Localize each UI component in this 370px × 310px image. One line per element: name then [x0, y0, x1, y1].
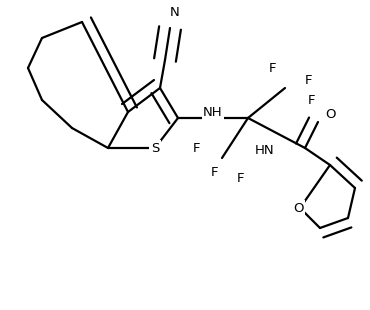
- Text: F: F: [192, 141, 200, 154]
- Text: O: O: [293, 202, 303, 215]
- Text: F: F: [308, 94, 316, 107]
- Text: NH: NH: [203, 105, 223, 118]
- Text: HN: HN: [255, 144, 275, 157]
- Text: N: N: [170, 6, 180, 19]
- Text: F: F: [236, 171, 244, 184]
- Text: O: O: [325, 108, 336, 122]
- Text: F: F: [305, 73, 313, 86]
- Text: F: F: [211, 166, 219, 179]
- Text: S: S: [151, 141, 159, 154]
- Text: F: F: [268, 61, 276, 74]
